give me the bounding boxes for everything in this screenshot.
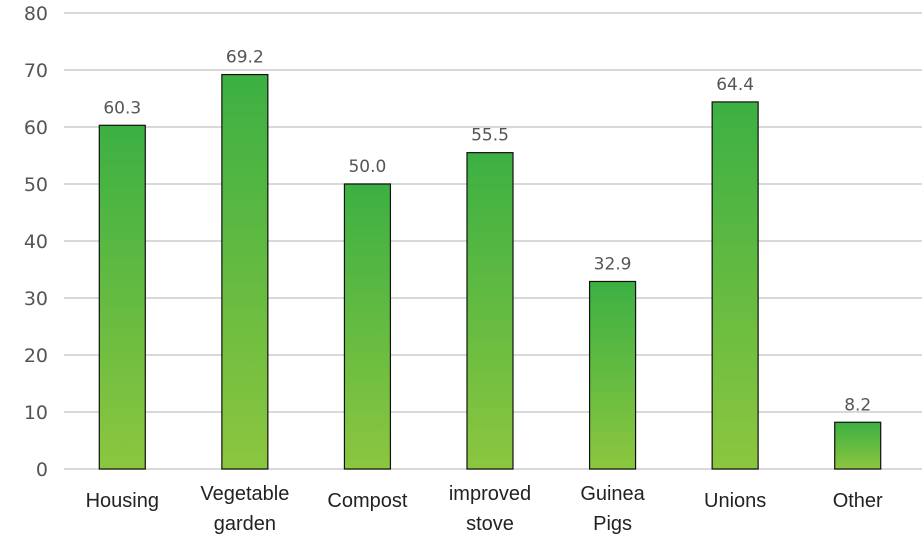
x-tick-label-line: garden <box>214 513 276 535</box>
x-tick-label: Other <box>833 490 883 512</box>
x-tick-label: Housing <box>86 490 159 512</box>
y-tick-label: 50 <box>24 174 48 196</box>
data-label: 64.4 <box>716 75 754 95</box>
bar-improved-stove <box>466 152 514 470</box>
x-tick-label-line: stove <box>466 513 514 535</box>
y-tick-label: 80 <box>24 3 48 25</box>
y-tick-label: 20 <box>24 345 48 367</box>
data-label: 8.2 <box>844 395 871 415</box>
y-tick-label: 60 <box>24 117 48 139</box>
x-tick-label-line: Unions <box>704 490 766 512</box>
y-tick-label: 30 <box>24 288 48 310</box>
bars <box>98 73 882 470</box>
y-axis-ticks: 0 10 20 30 40 50 60 70 80 <box>24 3 48 481</box>
x-tick-label-line: Housing <box>86 490 159 512</box>
x-tick-label-line: Pigs <box>593 513 632 535</box>
x-tick-label-line: Other <box>833 490 883 512</box>
x-tick-label: Compost <box>327 490 407 512</box>
x-tick-label: Vegetable garden <box>200 483 289 535</box>
x-tick-label: Unions <box>704 490 766 512</box>
y-tick-label: 40 <box>24 231 48 253</box>
x-tick-label: Guinea Pigs <box>580 483 645 535</box>
data-label: 60.3 <box>103 98 141 118</box>
data-label: 50.0 <box>348 157 386 177</box>
y-tick-label: 0 <box>36 459 48 481</box>
bar-compost <box>343 183 392 470</box>
bar-guinea-pigs <box>588 280 637 470</box>
bar-other <box>834 421 882 470</box>
x-tick-label-line: Compost <box>327 490 407 512</box>
x-tick-label: improved stove <box>449 483 531 535</box>
x-tick-label-line: Guinea <box>580 483 645 505</box>
data-label: 32.9 <box>594 254 632 274</box>
bar-unions <box>711 101 759 470</box>
y-tick-label: 10 <box>24 402 48 424</box>
bar-housing <box>98 124 146 470</box>
y-tick-label: 70 <box>24 60 48 82</box>
data-label: 69.2 <box>226 48 264 68</box>
x-tick-label-line: improved <box>449 483 531 505</box>
bar-vegetable-garden <box>221 73 269 470</box>
x-tick-label-line: Vegetable <box>200 483 289 505</box>
data-label: 55.5 <box>471 126 509 146</box>
x-axis-labels: Housing Vegetable garden Compost improved sto… <box>86 483 883 535</box>
value-labels: 60.3 69.2 50.0 55.5 32.9 64.4 8.2 <box>103 48 871 416</box>
